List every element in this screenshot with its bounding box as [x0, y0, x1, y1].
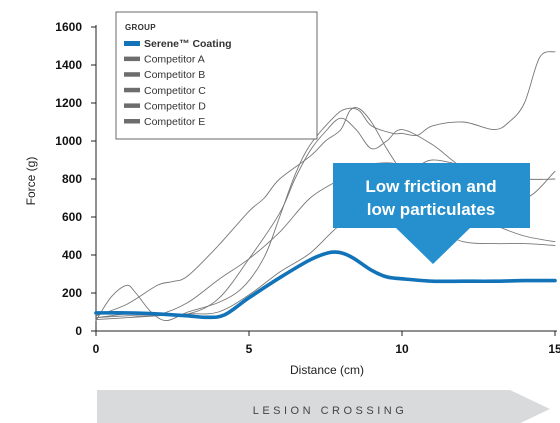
y-tick-label: 400	[62, 248, 82, 262]
y-tick-label: 200	[62, 286, 82, 300]
legend-box	[115, 11, 318, 140]
y-tick-label: 0	[75, 324, 82, 338]
x-tick-label: 0	[93, 342, 100, 356]
legend-swatch	[124, 56, 140, 62]
legend-label: Competitor C	[144, 85, 206, 97]
y-axis-title: Force (g)	[24, 157, 38, 206]
lesion-crossing-label: LESION CROSSING	[253, 405, 408, 417]
legend-swatch	[124, 103, 140, 108]
y-tick-label: 1600	[55, 20, 82, 34]
y-tick-label: 1200	[55, 96, 82, 110]
callout-line-2: low particulates	[367, 200, 495, 219]
legend-title: GROUP	[125, 23, 156, 32]
legend-label: Competitor D	[144, 100, 206, 112]
legend-label: Competitor B	[144, 69, 205, 81]
legend-swatch	[124, 41, 140, 46]
x-tick-label: 15	[548, 342, 560, 356]
series-line-competitor-e	[95, 212, 556, 321]
lesion-crossing-arrow	[97, 390, 550, 423]
series-line-serene-coating	[94, 250, 557, 320]
callout-arrow-box	[333, 163, 530, 264]
axes: 0 200 400 600 800 1000 1200 1400 1600 0 5 10 15	[55, 20, 560, 356]
y-tick-label: 800	[62, 172, 82, 186]
legend-swatch	[124, 87, 140, 93]
y-tick-label: 600	[62, 210, 82, 224]
y-tick-label: 1400	[55, 58, 82, 72]
series-line-competitor-b	[95, 107, 556, 317]
legend-label: Competitor A	[144, 54, 205, 66]
legend-label: Serene™ Coating	[144, 38, 232, 50]
x-axis-title: Distance (cm)	[290, 363, 364, 377]
legend: GROUP Serene™ Coating Competitor A Competi…	[115, 11, 318, 140]
legend-swatch	[124, 119, 140, 124]
legend-swatch	[124, 72, 140, 77]
y-tick-label: 1000	[55, 134, 82, 148]
callout-line-1: Low friction and	[365, 177, 496, 196]
x-tick-label: 5	[246, 342, 253, 356]
legend-label: Competitor E	[144, 116, 205, 128]
callout: Low friction and low particulates	[333, 163, 530, 264]
x-tick-label: 10	[395, 342, 409, 356]
